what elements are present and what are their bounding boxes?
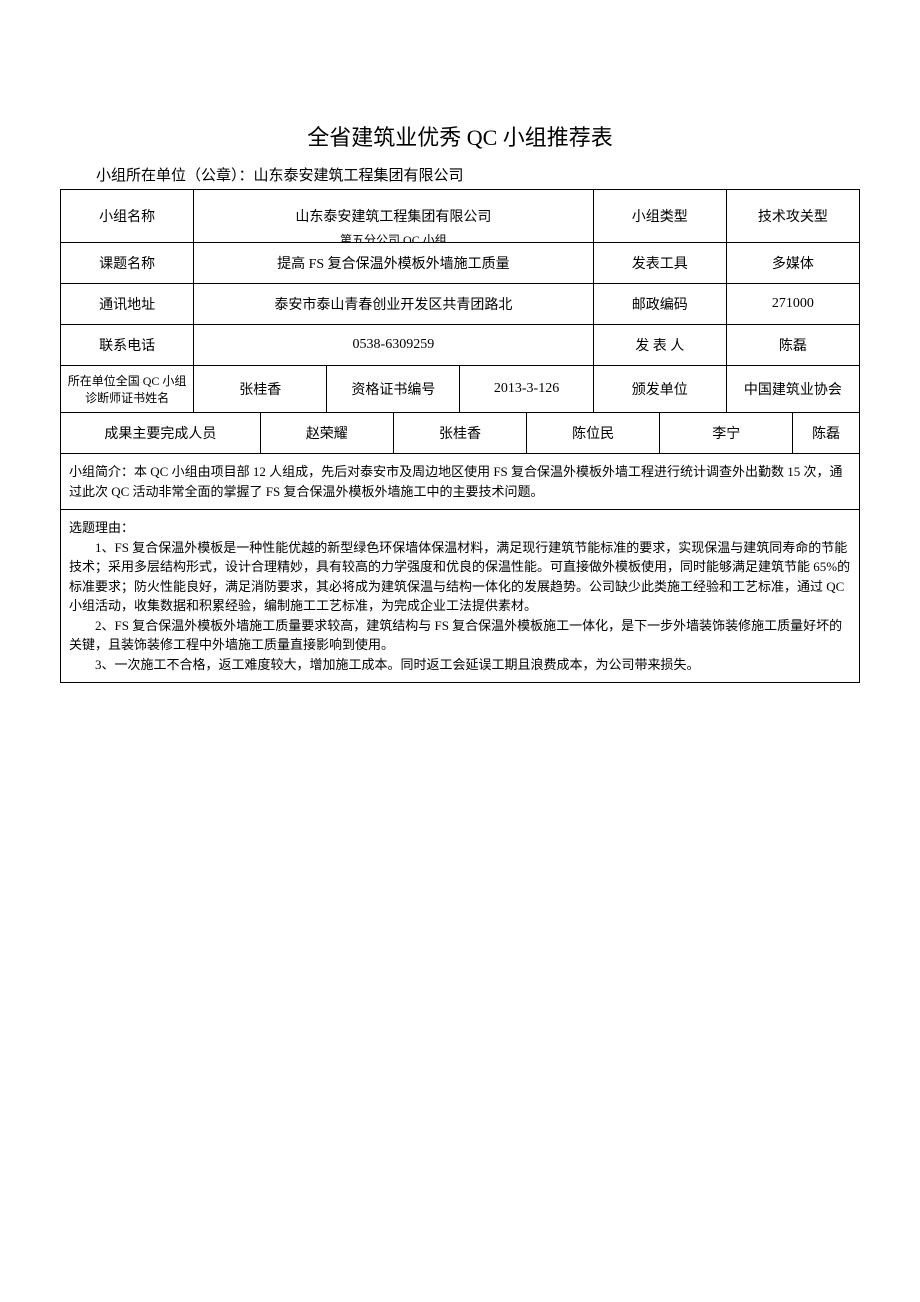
intro-cell: 小组简介：本 QC 小组由项目部 12 人组成，先后对泰安市及周边地区使用 FS… (61, 454, 860, 510)
topic-label: 课题名称 (61, 243, 194, 284)
reason-label: 选题理由： (69, 518, 851, 538)
member-3: 陈位民 (527, 413, 660, 454)
tool-label: 发表工具 (593, 243, 726, 284)
topic-value: 提高 FS 复合保温外模板外墙施工质量 (194, 243, 593, 284)
presenter-value: 陈磊 (726, 325, 859, 366)
table-row: 通讯地址 泰安市泰山青春创业开发区共青团路北 邮政编码 271000 (61, 284, 860, 325)
phone-value: 0538-6309259 (194, 325, 593, 366)
table-row: 选题理由： 1、FS 复合保温外模板是一种性能优越的新型绿色环保墙体保温材料，满… (61, 510, 860, 683)
members-label: 成果主要完成人员 (61, 413, 261, 454)
cert-no-value: 2013-3-126 (460, 366, 593, 413)
table-row: 课题名称 提高 FS 复合保温外模板外墙施工质量 发表工具 多媒体 (61, 243, 860, 284)
org-value: 山东泰安建筑工程集团有限公司 (254, 168, 464, 184)
issuer-label: 颁发单位 (593, 366, 726, 413)
table-row: 联系电话 0538-6309259 发 表 人 陈磊 (61, 325, 860, 366)
group-name-value: 山东泰安建筑工程集团有限公司 第五分公司 QC 小组 (194, 190, 593, 243)
cert-no-label: 资格证书编号 (327, 366, 460, 413)
cert-name-value: 张桂香 (194, 366, 327, 413)
intro-text: 本 QC 小组由项目部 12 人组成，先后对泰安市及周边地区使用 FS 复合保温… (69, 464, 843, 499)
table-row: 小组简介：本 QC 小组由项目部 12 人组成，先后对泰安市及周边地区使用 FS… (61, 454, 860, 510)
table-row: 成果主要完成人员 赵荣耀 张桂香 陈位民 李宁 陈磊 (61, 413, 860, 454)
phone-label: 联系电话 (61, 325, 194, 366)
intro-label: 小组简介： (69, 464, 134, 479)
address-label: 通讯地址 (61, 284, 194, 325)
recommendation-table: 小组名称 山东泰安建筑工程集团有限公司 第五分公司 QC 小组 小组类型 技术攻… (60, 189, 860, 683)
group-name-line1: 山东泰安建筑工程集团有限公司 (198, 206, 588, 226)
member-4: 李宁 (660, 413, 793, 454)
cert-name-label: 所在单位全国 QC 小组诊断师证书姓名 (61, 366, 194, 413)
presenter-label: 发 表 人 (593, 325, 726, 366)
postcode-value: 271000 (726, 284, 859, 325)
tool-value: 多媒体 (726, 243, 859, 284)
issuer-value: 中国建筑业协会 (726, 366, 859, 413)
member-5: 陈磊 (793, 413, 860, 454)
reason-2: 2、FS 复合保温外模板外墙施工质量要求较高，建筑结构与 FS 复合保温外模板施… (69, 616, 851, 655)
document-title: 全省建筑业优秀 QC 小组推荐表 (60, 120, 860, 152)
reason-cell: 选题理由： 1、FS 复合保温外模板是一种性能优越的新型绿色环保墙体保温材料，满… (61, 510, 860, 683)
member-1: 赵荣耀 (260, 413, 393, 454)
table-row: 小组名称 山东泰安建筑工程集团有限公司 第五分公司 QC 小组 小组类型 技术攻… (61, 190, 860, 243)
address-value: 泰安市泰山青春创业开发区共青团路北 (194, 284, 593, 325)
postcode-label: 邮政编码 (593, 284, 726, 325)
group-name-line2: 第五分公司 QC 小组 (194, 231, 592, 243)
group-type-label: 小组类型 (593, 190, 726, 243)
member-2: 张桂香 (393, 413, 526, 454)
table-row: 所在单位全国 QC 小组诊断师证书姓名 张桂香 资格证书编号 2013-3-12… (61, 366, 860, 413)
group-name-label: 小组名称 (61, 190, 194, 243)
reason-1: 1、FS 复合保温外模板是一种性能优越的新型绿色环保墙体保温材料，满足现行建筑节… (69, 538, 851, 616)
group-type-value: 技术攻关型 (726, 190, 859, 243)
org-label-line: 小组所在单位（公章）：山东泰安建筑工程集团有限公司 (96, 164, 860, 185)
org-label: 小组所在单位（公章）： (96, 168, 254, 184)
reason-3: 3、一次施工不合格，返工难度较大，增加施工成本。同时返工会延误工期且浪费成本，为… (69, 655, 851, 675)
